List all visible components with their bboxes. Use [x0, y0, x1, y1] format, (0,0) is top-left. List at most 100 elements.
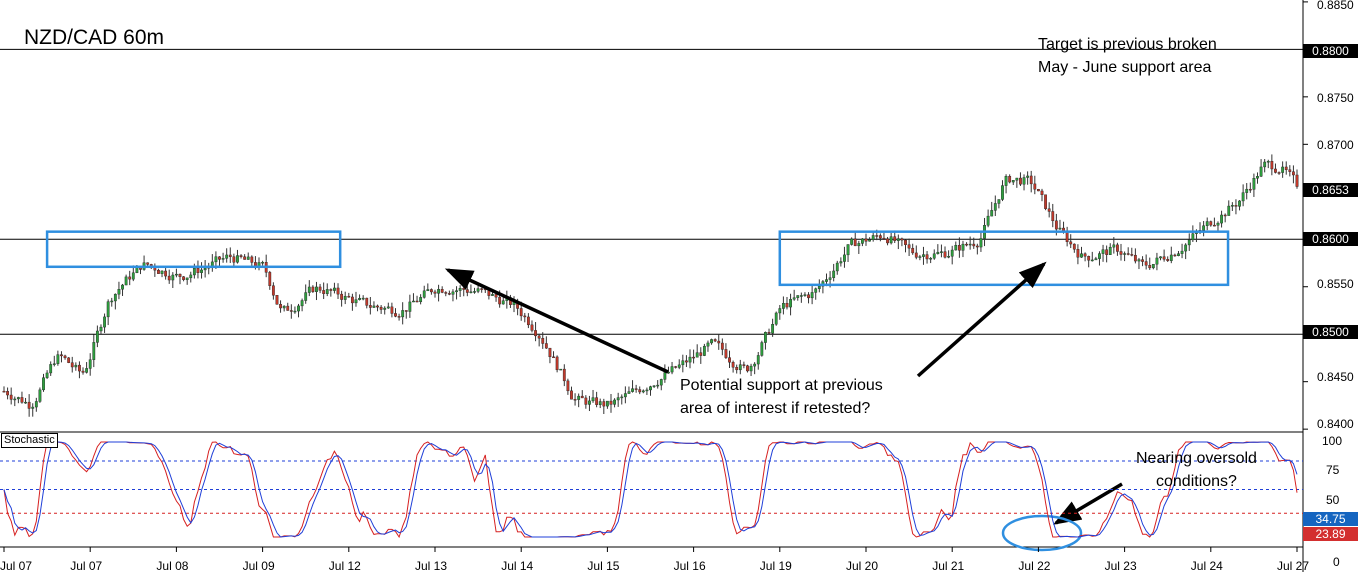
candle-body [1162, 256, 1166, 260]
candle-body [1223, 214, 1227, 217]
time-tick-label: Jul 08 [156, 559, 189, 573]
candle-body [595, 397, 599, 405]
candle-body [1094, 258, 1098, 261]
price-level-tag: 0.8600 [1303, 232, 1358, 246]
candle-body [832, 270, 836, 278]
candle-body [1284, 166, 1288, 170]
candle-body [239, 255, 243, 257]
candle-body [354, 299, 358, 304]
candle-body [817, 285, 821, 289]
candle-body [588, 400, 591, 405]
candle-body [756, 355, 760, 365]
candle-body [289, 310, 293, 312]
candle-body [1076, 249, 1080, 258]
candle-body [968, 243, 972, 246]
candle-body [494, 294, 498, 298]
time-tick-label: Jul 15 [587, 559, 620, 573]
time-tick-label: Jul 16 [673, 559, 706, 573]
candle-body [99, 326, 103, 332]
candle-body [1080, 253, 1083, 258]
candle-body [760, 342, 764, 356]
candle-body [1212, 224, 1216, 227]
candle-body [839, 261, 843, 264]
candle-body [1256, 176, 1259, 179]
candle-body [1101, 249, 1105, 254]
candle-body [735, 367, 739, 371]
candle-body [365, 297, 369, 306]
candle-body [106, 301, 110, 318]
price-tick-label: 0.8550 [1317, 277, 1354, 291]
candle-body [1141, 259, 1144, 262]
candle-body [469, 291, 473, 294]
candle-body [620, 396, 624, 399]
candle-body [282, 305, 286, 309]
candle-body [340, 293, 344, 300]
candle-body [192, 268, 196, 276]
candle-body [580, 395, 584, 399]
candle-body [279, 304, 282, 309]
candle-body [178, 273, 182, 277]
candle-body [113, 293, 117, 302]
candle-body [343, 295, 347, 300]
annotation-arrow-right [916, 261, 1047, 378]
candle-body [541, 338, 545, 344]
stochastic-tick-label: 75 [1326, 463, 1340, 477]
candle-body [774, 312, 778, 325]
candle-body [979, 238, 983, 248]
candle-body [1187, 239, 1191, 246]
annotation-arrow-oversold [1052, 482, 1123, 525]
candle-body [846, 244, 850, 256]
candle-body [415, 300, 419, 303]
oversold-annotation-line-1: Nearing oversold [1136, 450, 1257, 467]
candle-body [986, 215, 990, 226]
candle-body [1245, 188, 1249, 193]
candle-body [236, 255, 239, 263]
candle-body [552, 356, 555, 359]
candle-body [799, 295, 803, 297]
candle-body [1105, 249, 1109, 255]
candle-body [1069, 241, 1073, 245]
candle-body [896, 238, 900, 241]
candle-body [925, 254, 929, 260]
candle-body [401, 310, 405, 318]
candle-body [171, 274, 175, 281]
candle-body [1112, 244, 1116, 248]
candle-body [990, 210, 994, 217]
candle-body [185, 277, 189, 280]
candle-body [322, 290, 326, 294]
candle-body [221, 258, 225, 260]
candle-body [789, 298, 792, 308]
candle-body [613, 399, 616, 405]
candle-body [408, 301, 412, 312]
candle-body [74, 364, 78, 368]
candle-body [961, 243, 965, 251]
stochastic-tick-label: 100 [1322, 434, 1343, 448]
candle-body [390, 306, 394, 314]
candle-body [379, 306, 383, 310]
candle-body [182, 276, 185, 280]
candle-body [1159, 256, 1162, 259]
support-annotation-line-1: Potential support at previous [680, 377, 883, 394]
candle-body [1205, 221, 1209, 226]
candle-body [437, 289, 440, 294]
candle-body [631, 388, 634, 392]
price-tick-label: 0.8750 [1317, 91, 1354, 105]
candle-body [361, 297, 365, 300]
candle-body [742, 364, 746, 366]
candle-body [1274, 168, 1277, 173]
candle-body [476, 288, 480, 292]
candle-body [49, 364, 53, 374]
candle-body [92, 342, 96, 360]
candle-body [124, 276, 128, 286]
candle-body [1148, 265, 1152, 269]
candle-body [950, 249, 954, 257]
candle-body [1252, 178, 1256, 190]
candle-body [857, 243, 861, 247]
candle-body [573, 399, 577, 401]
candle-body [965, 243, 968, 246]
candle-body [947, 256, 951, 258]
candle-body [1033, 183, 1037, 190]
time-tick-label: Jul 24 [1190, 559, 1223, 573]
candle-body [875, 235, 879, 237]
